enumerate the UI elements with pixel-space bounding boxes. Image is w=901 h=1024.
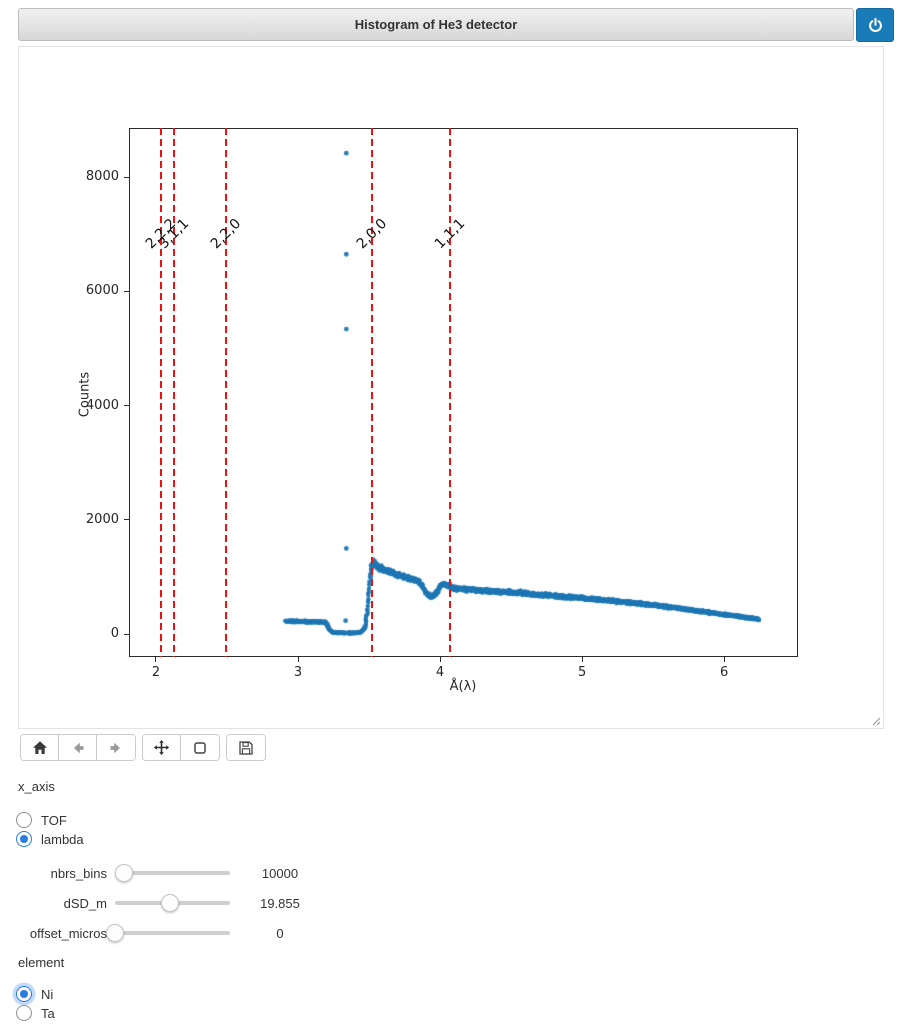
nav-button-group [20, 734, 136, 761]
slider-label-dsd-m: dSD_m [63, 895, 107, 911]
y-axis-label: Counts [77, 371, 93, 418]
slider-row-dsd-m: dSD_m 19.855 [0, 893, 315, 913]
home-icon [32, 740, 47, 754]
radio-label-tof: TOF [41, 812, 67, 828]
zoom-rect-icon [194, 741, 206, 754]
slider-row-offset-micros: offset_micros 0 [0, 923, 315, 943]
y-tick-label: 4000 [85, 397, 119, 413]
resize-handle[interactable] [869, 714, 881, 726]
slider-track-bar[interactable] [115, 931, 230, 935]
bragg-line [371, 128, 374, 657]
slider-label-nbrs-bins: nbrs_bins [50, 865, 107, 881]
pan-arrows-icon [153, 739, 170, 756]
figure-canvas-area: Counts Å(λ) 2 3 4 5 6 0 2000 4000 6000 8000 2,2,2 3… [18, 46, 884, 729]
x-tick-label: 5 [577, 665, 587, 680]
save-button[interactable] [227, 735, 265, 760]
x-tickmark [297, 657, 299, 662]
x-tickmark [155, 657, 157, 662]
figure-titlebar: Histogram of He3 detector [18, 8, 854, 41]
bragg-line [159, 128, 162, 657]
bragg-line [448, 128, 451, 657]
home-button[interactable] [21, 735, 59, 760]
slider-track-nbrs-bins[interactable] [114, 863, 230, 883]
figure-title: Histogram of He3 detector [354, 17, 518, 32]
radio-label-ta: Ta [41, 1005, 55, 1021]
radio-option-lambda[interactable]: lambda [16, 831, 84, 847]
radio-option-ta[interactable]: Ta [16, 1005, 55, 1021]
slider-readout-dsd-m: 19.855 [260, 895, 300, 911]
plot-area: Counts Å(λ) 2 3 4 5 6 0 2000 4000 6000 8000 2,2,2 3… [19, 47, 883, 728]
slider-label-offset-micros: offset_micros [29, 925, 107, 941]
save-icon [239, 740, 253, 755]
slider-track-dsd-m[interactable] [115, 893, 230, 913]
slider-readout-nbrs-bins: 10000 [261, 865, 299, 881]
y-tick-label: 2000 [85, 511, 119, 527]
save-button-group [226, 734, 266, 761]
back-button[interactable] [59, 735, 97, 760]
zoom-rect-button[interactable] [181, 735, 219, 760]
radio-option-tof[interactable]: TOF [16, 812, 67, 828]
x-tickmark [723, 657, 725, 662]
y-tickmark [124, 519, 129, 521]
arrow-left-icon [73, 742, 83, 753]
slider-readout-offset-micros: 0 [276, 925, 284, 941]
slider-handle-offset-micros[interactable] [106, 924, 124, 942]
power-button[interactable] [856, 8, 894, 42]
radio-label-ni: Ni [41, 986, 54, 1002]
element-group-label: element [18, 955, 65, 970]
y-tick-label: 0 [110, 626, 119, 642]
y-tickmark [124, 176, 129, 178]
bragg-line [224, 128, 227, 657]
slider-handle-nbrs-bins[interactable] [114, 864, 133, 882]
radio-icon-tof[interactable] [16, 812, 32, 828]
x-tick-label: 2 [151, 665, 161, 680]
x-tickmark [439, 657, 441, 662]
slider-row-nbrs-bins: nbrs_bins 10000 [0, 863, 315, 883]
y-tickmark [124, 405, 129, 407]
power-icon [868, 17, 882, 32]
y-tick-label: 6000 [85, 283, 119, 299]
bragg-line [172, 128, 175, 657]
forward-button[interactable] [97, 735, 135, 760]
radio-icon-ni[interactable] [16, 986, 32, 1002]
radio-icon-lambda[interactable] [16, 831, 32, 847]
tool-button-group [142, 734, 220, 761]
radio-icon-ta[interactable] [16, 1005, 32, 1021]
x-tickmark [581, 657, 583, 662]
mpl-toolbar [20, 734, 266, 761]
x-axis-group-label: x_axis [18, 779, 55, 794]
y-tickmark [124, 633, 129, 635]
arrow-right-icon [110, 742, 120, 753]
slider-handle-dsd-m[interactable] [160, 894, 179, 912]
y-tickmark [124, 290, 129, 292]
y-tick-label: 8000 [85, 169, 119, 185]
axes-frame [129, 128, 798, 657]
x-tick-label: 4 [435, 665, 445, 680]
radio-option-ni[interactable]: Ni [16, 986, 53, 1002]
x-axis-label: Å(λ) [449, 679, 477, 694]
radio-label-lambda: lambda [41, 831, 84, 847]
slider-track-bar[interactable] [115, 871, 230, 875]
slider-track-offset-micros[interactable] [106, 923, 230, 943]
x-tick-label: 3 [293, 665, 303, 680]
pan-button[interactable] [143, 735, 181, 760]
x-tick-label: 6 [719, 665, 729, 680]
scatter-canvas[interactable] [129, 128, 798, 657]
